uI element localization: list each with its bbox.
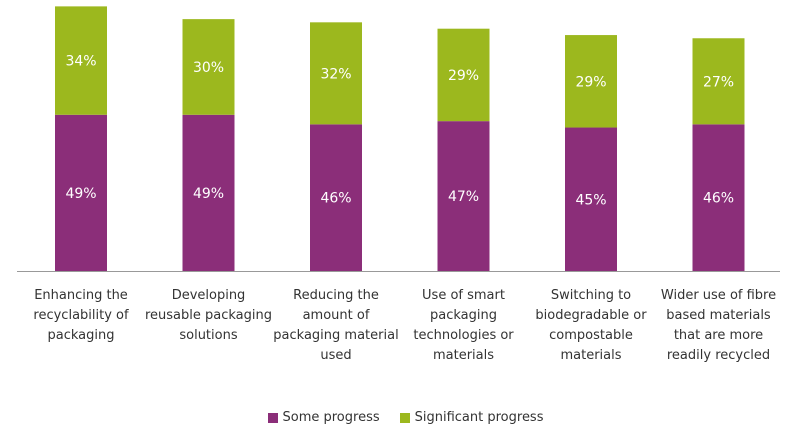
category-label-line: technologies or [413,328,514,343]
category-label-line: solutions [179,328,238,343]
bar-significant-progress-2 [182,19,235,115]
data-label-significant-progress-5: 29% [575,74,606,90]
legend-label-some-progress: Some progress [282,410,380,425]
data-label-some-progress-4: 47% [448,189,479,205]
bar-significant-progress-3 [310,22,362,125]
data-label-some-progress-1: 49% [65,186,96,202]
legend-swatch-significant-progress [399,412,410,423]
data-label-significant-progress-2: 30% [193,60,224,76]
bar-significant-progress-5 [565,35,617,128]
category-label-line: reusable packaging [144,308,273,323]
data-label-some-progress-6: 46% [703,191,734,207]
legend: Some progress Significant progress [0,410,811,425]
category-label-line: Enhancing the [34,288,128,303]
category-label-line: packaging [47,328,115,343]
category-label-line: materials [560,348,622,363]
category-label-line: Developing [171,288,246,303]
category-label-line: readily recycled [666,348,771,363]
category-label-line: based materials [666,308,771,323]
data-label-significant-progress-6: 27% [703,74,734,90]
category-label-line: Wider use of fibre [660,288,777,303]
bar-some-progress-6 [692,124,745,271]
category-label-1: Enhancing the recyclability of packaging [15,286,147,346]
category-label-2: Developing reusable packaging solutions [143,286,275,346]
category-label-line: used [320,348,352,363]
category-label-5: Switching to biodegradable or compostable m… [525,286,657,366]
category-label-line: Switching to [550,288,632,303]
category-label-4: Use of smart packaging technologies or mate… [398,286,530,366]
legend-swatch-some-progress [267,412,278,423]
bar-some-progress-4 [437,121,490,271]
category-label-line: Reducing the [293,288,379,303]
category-label-6: Wider use of fibre based materials that ar… [653,286,785,366]
bar-some-progress-1 [55,114,107,271]
bar-significant-progress-6 [692,38,745,125]
category-label-line: packaging [430,308,497,323]
category-label-line: packaging material [273,328,399,343]
data-label-significant-progress-3: 32% [320,66,351,82]
category-label-3: Reducing the amount of packaging material u… [270,286,402,366]
data-label-significant-progress-1: 34% [65,54,96,70]
bar-some-progress-2 [182,114,235,271]
category-label-line: that are more [673,328,764,343]
data-label-some-progress-2: 49% [193,186,224,202]
data-label-some-progress-5: 45% [575,192,606,208]
category-label-line: materials [432,348,495,363]
category-label-line: recyclability of [33,308,129,323]
bar-significant-progress-4 [437,28,490,122]
category-label-line: amount of [302,308,370,323]
bar-significant-progress-1 [55,6,107,115]
legend-item-some-progress: Some progress [267,410,380,425]
category-label-line: biodegradable or [535,308,647,323]
bar-some-progress-3 [310,124,362,271]
legend-item-significant-progress: Significant progress [399,410,544,425]
legend-label-significant-progress: Significant progress [414,410,544,425]
category-label-line: compostable [549,328,633,343]
data-label-some-progress-3: 46% [320,191,351,207]
data-label-significant-progress-4: 29% [448,68,479,84]
category-label-line: Use of smart [422,288,505,303]
bar-some-progress-5 [565,127,617,271]
